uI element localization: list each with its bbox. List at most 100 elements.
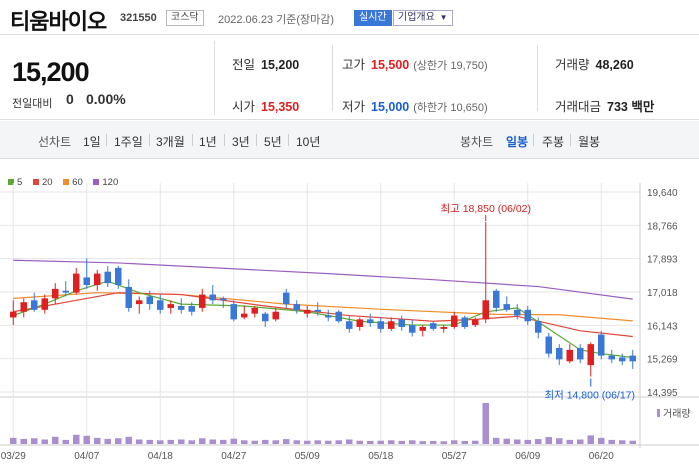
volume-bar [72, 434, 80, 444]
candle-body [429, 323, 437, 329]
candle-body [387, 321, 395, 329]
volume-bar [618, 440, 626, 444]
candle-body [146, 296, 154, 305]
x-tick-label: 04/27 [221, 451, 246, 462]
volume-bar [135, 439, 143, 444]
candle-body [114, 267, 122, 286]
legend-item: 60 [63, 177, 83, 188]
max-price-label: 최고 18,850 (06/02) [440, 203, 531, 215]
tab-line-3m[interactable]: 3개월 [156, 135, 185, 149]
volume-bar [156, 440, 164, 444]
stock-name: 티움바이오 [10, 9, 107, 34]
volume-bar [125, 436, 133, 444]
candle-body [156, 300, 164, 310]
low-price: 저가 15,000 (하한가 10,650) [342, 100, 488, 114]
stock-code: 321550 [120, 12, 157, 24]
legend-swatch [93, 179, 100, 185]
ma-line-60 [13, 292, 633, 322]
tab-line-10y[interactable]: 10년 [296, 135, 321, 149]
volume-bar [261, 439, 269, 444]
candle-body [618, 357, 626, 362]
candle-body [450, 315, 458, 327]
company-overview-label: 기업개요 [398, 12, 435, 23]
candle-body [314, 309, 322, 312]
candle-body [398, 319, 406, 327]
volume-bar [608, 439, 616, 444]
volume-bar [324, 440, 332, 444]
candle-body [576, 347, 584, 360]
volume-bar [524, 439, 532, 444]
candle-body [534, 321, 542, 333]
candle-body [419, 326, 427, 331]
candle-body [272, 311, 280, 320]
y-tick-label: 17,893 [647, 255, 678, 266]
change-value: 0 [66, 91, 74, 107]
volume-bar [597, 437, 605, 444]
tab-separator [533, 134, 534, 146]
x-tick-label: 05/27 [442, 451, 467, 462]
x-tick-label: 05/09 [295, 451, 320, 462]
volume-bar [513, 439, 521, 444]
tab-candle-monthly[interactable]: 월봉 [578, 135, 601, 149]
candle-body [555, 347, 563, 360]
volume-bar [83, 435, 91, 444]
candle-body [597, 334, 605, 356]
candle-body [41, 298, 49, 310]
candle-chart-label: 봉차트 [460, 135, 494, 149]
candle-body [30, 300, 38, 310]
tab-separator [106, 134, 107, 146]
candle-body [20, 302, 28, 312]
tab-line-1y[interactable]: 1년 [199, 135, 217, 149]
realtime-button[interactable]: 실시간 [354, 10, 392, 26]
volume-bar [282, 439, 290, 444]
candle-body [524, 309, 532, 322]
candle-body [303, 309, 311, 314]
title-bar: 티움바이오 321550 코스닥 2022.06.23 기준(장마감) 실시간 … [0, 0, 699, 34]
candle-body [324, 315, 332, 318]
y-tick-label: 19,640 [647, 188, 678, 199]
candle-body [62, 290, 70, 293]
legend-swatch [32, 179, 39, 185]
volume-bar [408, 440, 416, 444]
legend-swatch [8, 179, 14, 185]
volume-bar [167, 439, 175, 444]
divider [332, 45, 333, 111]
candle-body [440, 326, 448, 329]
volume-bar [429, 440, 437, 444]
quote-date: 2022.06.23 기준(장마감) [218, 14, 335, 26]
volume-bar [587, 435, 595, 444]
ma-line-120 [13, 259, 633, 300]
volume-bar [314, 440, 322, 444]
volume-bar [387, 440, 395, 444]
min-price-label: 최저 14,800 (06/17) [544, 390, 635, 402]
candle-body [83, 277, 91, 286]
tab-separator [256, 134, 257, 146]
volume-bar [471, 440, 479, 444]
volume-bar [576, 439, 584, 444]
volume-bar [240, 440, 248, 444]
volume-bar [251, 440, 259, 444]
current-price: 15,200 [12, 57, 90, 87]
tab-line-1w[interactable]: 1주일 [114, 135, 143, 149]
prev-close: 전일 15,200 [232, 58, 300, 72]
company-overview-dropdown[interactable]: 기업개요 ▼ [393, 10, 453, 26]
quote-summary: 15,200 전일대비 0 0.00% 전일 15,200 고가 15,500 (상한… [0, 34, 699, 120]
x-tick-label: 03/29 [1, 451, 26, 462]
tab-line-3y[interactable]: 3년 [232, 135, 250, 149]
tab-separator [224, 134, 225, 146]
tab-candle-weekly[interactable]: 주봉 [542, 135, 565, 149]
tab-separator [570, 134, 571, 146]
change-percent: 0.00% [86, 91, 126, 107]
volume-bar [104, 438, 112, 444]
candle-body [513, 309, 521, 316]
candlestick-chart[interactable]: 최고 18,850 (06/02) 최저 14,800 (06/17) 19,64… [0, 183, 699, 473]
volume-bar [41, 439, 49, 444]
chart-period-tabs: 선차트 1일 1주일 3개월 1년 3년 5년 10년 봉차트 일봉 주봉 월봉 [0, 121, 699, 159]
volume-bar [230, 438, 238, 444]
tab-line-5y[interactable]: 5년 [264, 135, 282, 149]
tab-line-1d[interactable]: 1일 [83, 135, 101, 149]
volume-bar [377, 440, 385, 444]
candle-body [230, 304, 238, 320]
x-tick-label: 06/09 [515, 451, 540, 462]
tab-candle-daily[interactable]: 일봉 [506, 135, 529, 149]
